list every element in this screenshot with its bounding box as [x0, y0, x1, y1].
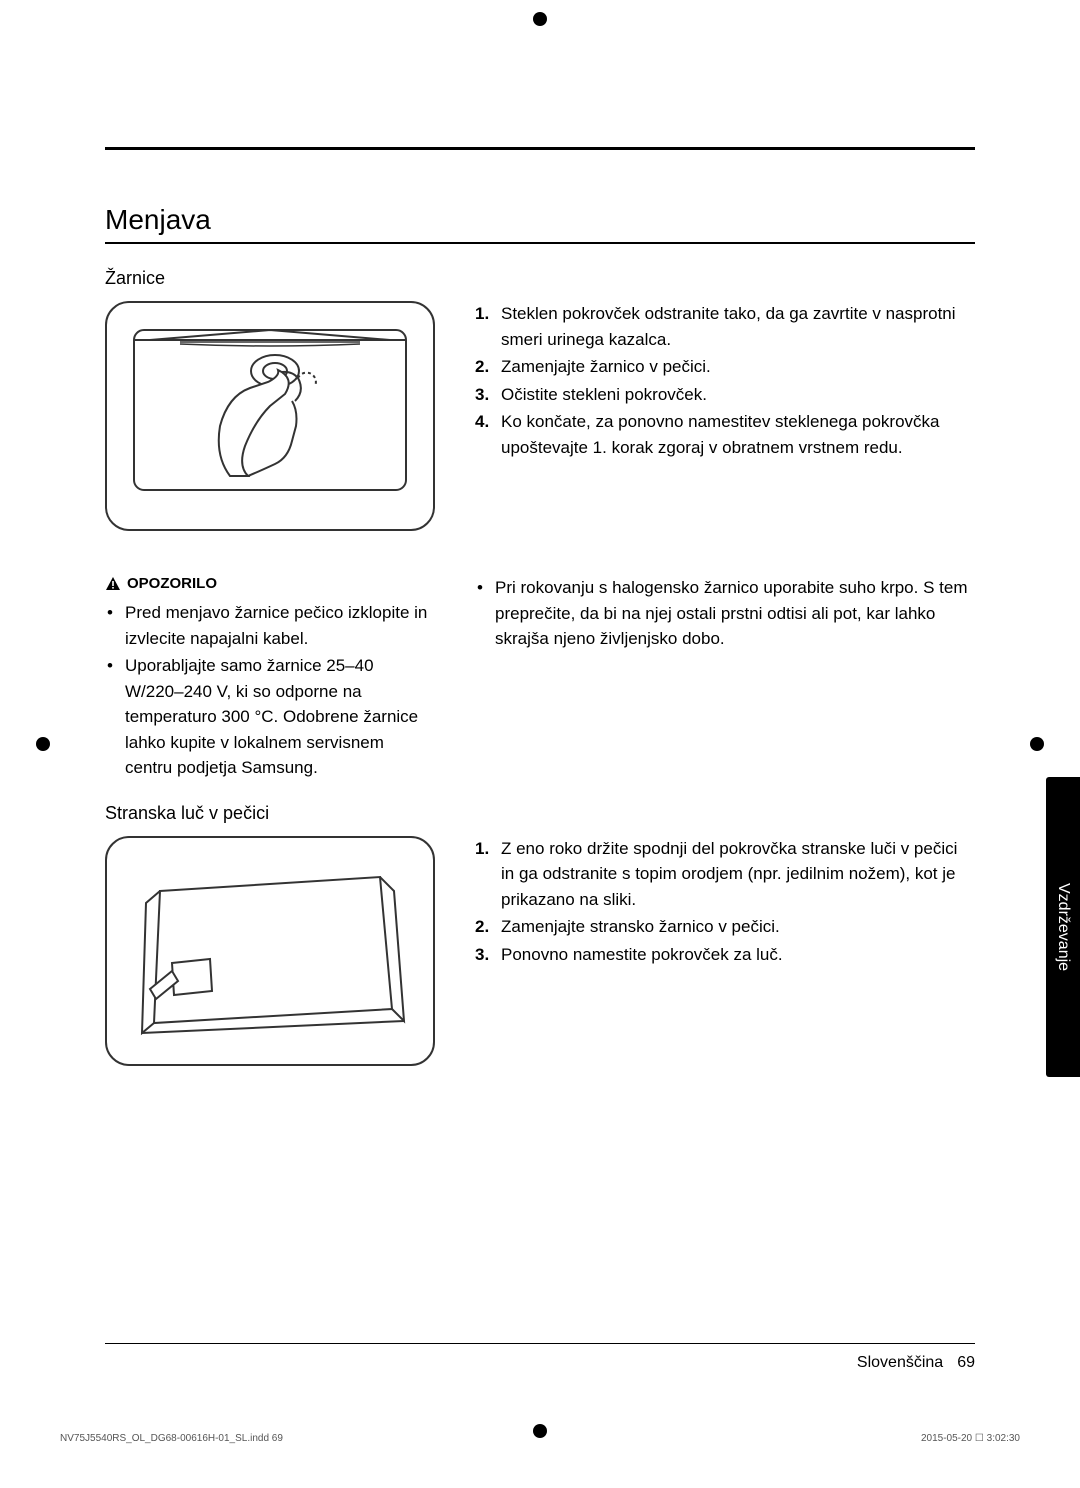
section1-steps-col: Steklen pokrovček odstranite tako, da ga… [475, 301, 975, 462]
warning-right-col: Pri rokovanju s halogensko žarnico upora… [475, 575, 975, 654]
warning-icon [105, 576, 121, 592]
section1-steps: Steklen pokrovček odstranite tako, da ga… [475, 301, 975, 460]
list-item: Uporabljajte samo žarnice 25–40 W/220–24… [105, 653, 435, 781]
bulb-illustration [105, 301, 435, 531]
list-item: Pred menjavo žarnice pečico izklopite in… [105, 600, 435, 651]
section2-illustration-col [105, 836, 435, 1090]
section2-steps-col: Z eno roko držite spodnji del pokrovčka … [475, 836, 975, 970]
footer-language: Slovenščina [857, 1354, 943, 1372]
print-date: 2015-05-20 ☐ 3:02:30 [921, 1433, 1020, 1444]
print-file: NV75J5540RS_OL_DG68-00616H-01_SL.indd 69 [60, 1433, 283, 1444]
heading-rule [105, 242, 975, 244]
footer-page-number: 69 [957, 1354, 975, 1372]
crop-marker-left [36, 737, 50, 751]
warning-left-bullets: Pred menjavo žarnice pečico izklopite in… [105, 600, 435, 781]
warning-right-bullets: Pri rokovanju s halogensko žarnico upora… [475, 575, 975, 652]
list-item: Pri rokovanju s halogensko žarnico upora… [475, 575, 975, 652]
list-item: Zamenjajte žarnico v pečici. [475, 354, 975, 380]
oven-sidelight-svg [120, 851, 420, 1051]
warning-row: OPOZORILO Pred menjavo žarnice pečico iz… [105, 575, 975, 783]
side-light-illustration [105, 836, 435, 1066]
warning-label: OPOZORILO [105, 575, 435, 592]
section2-steps: Z eno roko držite spodnji del pokrovčka … [475, 836, 975, 968]
oven-bulb-svg [120, 316, 420, 516]
side-tab: Vzdrževanje [1046, 777, 1080, 1077]
page-content: Menjava Žarnice St [105, 147, 975, 1298]
crop-marker-top [533, 12, 547, 26]
print-metadata: NV75J5540RS_OL_DG68-00616H-01_SL.indd 69… [60, 1433, 1020, 1444]
section2-title: Stranska luč v pečici [105, 803, 975, 824]
section1-title: Žarnice [105, 268, 975, 289]
page-title: Menjava [105, 204, 975, 236]
warning-left-col: OPOZORILO Pred menjavo žarnice pečico iz… [105, 575, 435, 783]
header-rule [105, 147, 975, 150]
list-item: Zamenjajte stransko žarnico v pečici. [475, 914, 975, 940]
section2-row: Z eno roko držite spodnji del pokrovčka … [105, 836, 975, 1090]
crop-marker-right [1030, 737, 1044, 751]
list-item: Ponovno namestite pokrovček za luč. [475, 942, 975, 968]
list-item: Očistite stekleni pokrovček. [475, 382, 975, 408]
section1-row: Steklen pokrovček odstranite tako, da ga… [105, 301, 975, 555]
section1-illustration-col [105, 301, 435, 555]
page-footer: Slovenščina 69 [105, 1343, 975, 1372]
list-item: Z eno roko držite spodnji del pokrovčka … [475, 836, 975, 913]
list-item: Ko končate, za ponovno namestitev stekle… [475, 409, 975, 460]
list-item: Steklen pokrovček odstranite tako, da ga… [475, 301, 975, 352]
warning-text: OPOZORILO [127, 575, 217, 592]
